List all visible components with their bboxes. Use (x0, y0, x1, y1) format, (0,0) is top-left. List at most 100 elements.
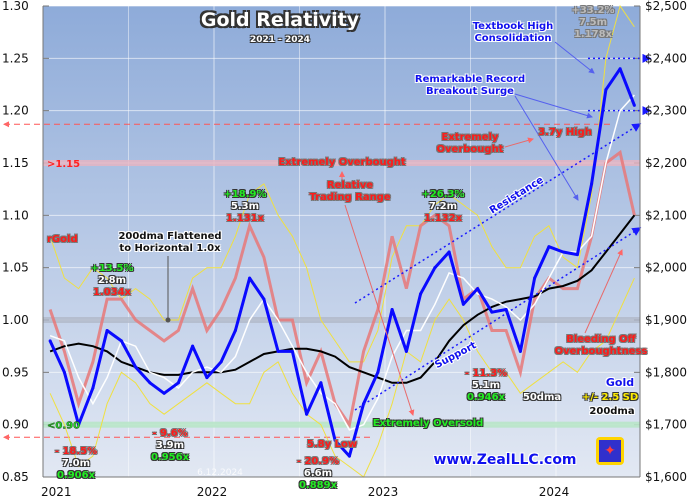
gold-point (618, 67, 622, 71)
annotation-lines (165, 41, 642, 416)
x-tick-label: 2024 (539, 485, 570, 499)
trough-2021b-label: - 9.6% 3.9m 0.956x (150, 428, 190, 463)
right-tick-label: $1,700 (645, 418, 687, 432)
gold-point (233, 328, 237, 332)
gold-50dma-line (49, 94, 635, 431)
flattened-note: 200dma Flattened to Horizontal 1.0x (118, 231, 222, 254)
low-label: 5.8y Low (306, 439, 358, 450)
gold-point (433, 266, 437, 270)
trough-2021-label: - 18.5% 7.0m 0.906x (54, 446, 98, 481)
breakout-surge-label: Remarkable Record Breakout Surge (414, 74, 526, 97)
axes (42, 6, 641, 478)
textbook-consolidation-label: Textbook High Consolidation (472, 21, 554, 44)
left-tick-label: 1.25 (2, 51, 29, 65)
gold-point (77, 423, 81, 427)
gold-point (490, 310, 494, 314)
gold-point (504, 308, 508, 312)
gold-point (347, 454, 351, 458)
support-line (354, 227, 642, 411)
gold-point (604, 88, 608, 92)
left-tick-label: 1.10 (2, 208, 29, 222)
overbought-arrow (504, 137, 534, 148)
left-tick-label: 1.15 (2, 156, 29, 170)
right-tick-label: $1,800 (645, 365, 687, 379)
gold-point (419, 292, 423, 296)
trough-2023-label: - 11.3% 5.1m 0.946x (464, 368, 508, 403)
oversold-threshold-label: <0.90 (47, 421, 80, 432)
gold-point (533, 276, 537, 280)
trading-range-label: Relative Trading Range (309, 180, 391, 203)
chart-subtitle: 2021 - 2024 (249, 35, 311, 45)
gold-point (590, 182, 594, 186)
gold-point (390, 308, 394, 312)
gold-point (404, 349, 408, 353)
lower-band-line (49, 277, 635, 478)
website-link[interactable]: www.ZealLLC.com (433, 452, 577, 468)
date-stamp: 6.12.2024 (197, 468, 243, 478)
high-label: 3.7y High (538, 127, 592, 138)
right-tick-label: $2,100 (645, 208, 687, 222)
trough-2022-label: - 20.9% 6.6m 0.889x (296, 456, 340, 491)
left-tick-label: 0.90 (2, 418, 29, 432)
gold-point (333, 438, 337, 442)
gold-point (561, 250, 565, 254)
gold-point (105, 328, 109, 332)
gold-point (119, 339, 123, 343)
gold-point (376, 370, 380, 374)
gold-point (48, 339, 52, 343)
chart-title: Gold Relativity (200, 9, 360, 31)
gold-point (305, 412, 309, 416)
x-tick-label: 2022 (197, 485, 228, 499)
gold-point (248, 276, 252, 280)
tick-labels: 1.30 $2,500 1.25 $2,400 1.20 $2,300 1.15 $2,200… (2, 0, 687, 499)
peak-2022-label: +18.9% 5.3m 1.131x (223, 189, 267, 224)
gold-point (632, 103, 636, 107)
left-tick-label: 1.20 (2, 104, 29, 118)
gold-point (518, 349, 522, 353)
flattened-dot (165, 317, 171, 323)
gold-point (205, 376, 209, 380)
gold-200dma-line (49, 214, 636, 384)
textbook-arrow (554, 41, 595, 74)
gold-point (148, 381, 152, 385)
right-tick-label: $1,600 (645, 470, 687, 484)
gold-point (461, 302, 465, 306)
peak-2023-label: +26.3% 7.2m 1.132x (421, 189, 465, 224)
right-tick-label: $2,400 (645, 51, 687, 65)
gold-point (62, 370, 66, 374)
gold-point (176, 381, 180, 385)
overbought-threshold-label: >1.15 (47, 159, 80, 170)
gold-point (319, 381, 323, 385)
gold-point (91, 386, 95, 390)
right-tick-label: $2,200 (645, 156, 687, 170)
oversold-band (43, 421, 640, 428)
gold-point (447, 250, 451, 254)
gold-price-line (48, 67, 636, 458)
resistance-line (354, 123, 642, 304)
left-tick-label: 0.95 (2, 365, 29, 379)
left-tick-label: 1.00 (2, 313, 29, 327)
x-tick-label: 2023 (368, 485, 399, 499)
gold-point (191, 344, 195, 348)
extremely-overbought-label: Extremely Overbought (278, 157, 406, 168)
zeal-logo: ✦ (596, 437, 624, 465)
extremely-overbought-2023-label: Extremely Overbought (436, 132, 504, 155)
gold-point (547, 245, 551, 249)
peak-2024-label: +33.2% 7.5m 1.178x (571, 5, 615, 40)
gold-point (276, 349, 280, 353)
right-tick-label: $1,900 (645, 313, 687, 327)
bleeding-arrow (584, 249, 623, 334)
gold-point (162, 391, 166, 395)
bleeding-off-label: Bleeding Off Overboughtness (554, 334, 648, 357)
left-tick-label: 1.05 (2, 261, 29, 275)
left-tick-label: 0.85 (2, 470, 29, 484)
gold-point (575, 253, 579, 257)
range-arrow-down (344, 204, 415, 416)
rgold-label: rGold (47, 234, 78, 245)
gold-point (262, 297, 266, 301)
gold-point (476, 287, 480, 291)
gold-point (134, 365, 138, 369)
logo-shell-icon: ✦ (599, 440, 621, 462)
overbought-band (43, 160, 640, 166)
